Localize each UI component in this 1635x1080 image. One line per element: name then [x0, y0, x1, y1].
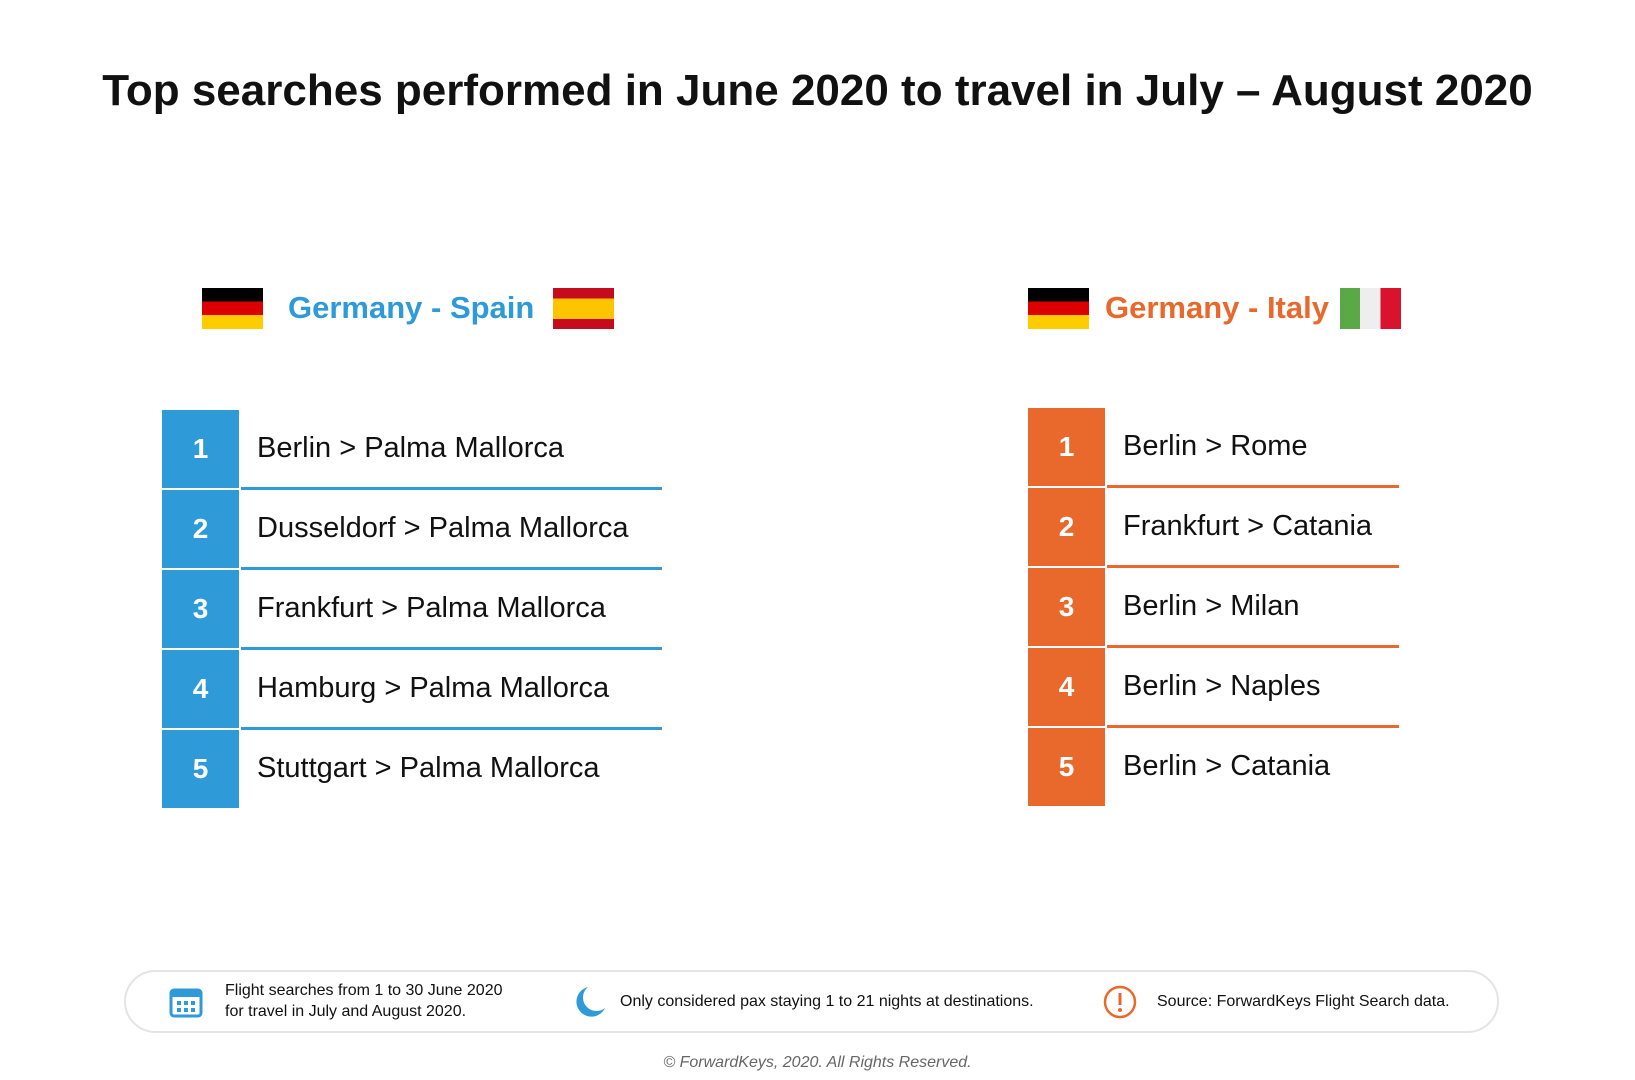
copyright: © ForwardKeys, 2020. All Rights Reserved… [663, 1054, 972, 1071]
calendar-icon [169, 988, 203, 1018]
route-text: Berlin > Rome [1123, 430, 1308, 462]
flag-italy [1340, 288, 1401, 329]
panel-heading: Germany - Spain [288, 290, 535, 325]
route-text: Dusseldorf > Palma Mallorca [257, 512, 629, 544]
route-text: Berlin > Milan [1123, 590, 1300, 622]
alert-icon [1103, 985, 1137, 1019]
rank-box: 2 [1028, 488, 1105, 566]
rank-box: 5 [1028, 728, 1105, 806]
rank-box: 3 [162, 570, 239, 648]
rank-box: 5 [162, 730, 239, 808]
rank-box: 1 [162, 410, 239, 488]
row-divider [1107, 645, 1399, 648]
route-text: Berlin > Naples [1123, 670, 1321, 702]
note: Source: ForwardKeys Flight Search data. [1157, 993, 1450, 1010]
rank-box: 4 [1028, 648, 1105, 726]
flag-germany [1028, 288, 1089, 329]
route-text: Frankfurt > Palma Mallorca [257, 592, 606, 624]
flag-spain [553, 288, 614, 329]
panel-heading: Germany - Italy [1105, 290, 1329, 325]
row-divider [241, 567, 662, 570]
note: Flight searches from 1 to 30 June 2020 [225, 982, 503, 999]
row-divider [241, 727, 662, 730]
route-text: Hamburg > Palma Mallorca [257, 672, 610, 704]
rank-box: 3 [1028, 568, 1105, 646]
note: Only considered pax staying 1 to 21 nigh… [620, 993, 1034, 1010]
rank-box: 1 [1028, 408, 1105, 486]
route-text: Stuttgart > Palma Mallorca [257, 752, 600, 784]
row-divider [1107, 725, 1399, 728]
title: Top searches performed in June 2020 to t… [102, 66, 1533, 115]
rank-box: 4 [162, 650, 239, 728]
row-divider [1107, 485, 1399, 488]
footer-box [124, 970, 1499, 1033]
moon-icon [576, 987, 605, 1017]
flag-germany [202, 288, 263, 329]
route-text: Berlin > Catania [1123, 750, 1331, 782]
route-text: Frankfurt > Catania [1123, 510, 1373, 542]
rank-box: 2 [162, 490, 239, 568]
note: for travel in July and August 2020. [225, 1003, 467, 1020]
row-divider [1107, 565, 1399, 568]
row-divider [241, 647, 662, 650]
row-divider [241, 487, 662, 490]
route-text: Berlin > Palma Mallorca [257, 432, 565, 464]
